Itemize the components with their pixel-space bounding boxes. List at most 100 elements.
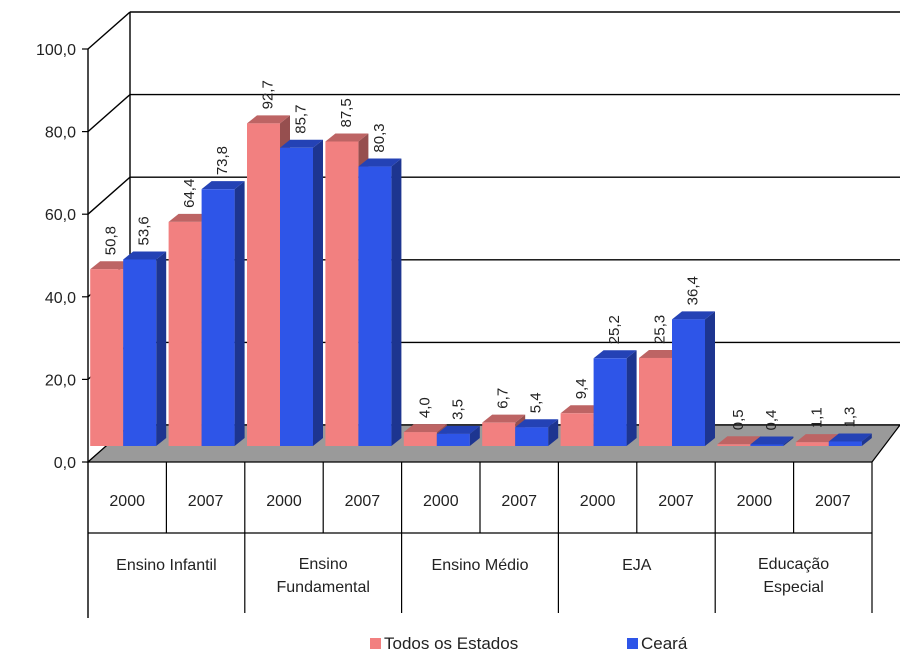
- bar-top: [672, 311, 715, 320]
- bar-side: [313, 139, 323, 446]
- group-label: Educação: [758, 556, 829, 573]
- bar-side: [626, 350, 637, 446]
- bar-side: [469, 425, 480, 446]
- gridline-side: [87, 176, 131, 215]
- bar-front: [325, 141, 359, 446]
- bar-front: [750, 444, 784, 446]
- value-label: 73,8: [214, 146, 231, 175]
- bar-front: [672, 319, 705, 446]
- bar-front: [280, 147, 313, 446]
- value-label: 25,2: [606, 315, 623, 344]
- bar-top: [515, 419, 559, 428]
- y-tick-label: 100,0: [36, 42, 76, 59]
- bar-top: [123, 251, 167, 260]
- bar-top: [593, 350, 637, 359]
- value-label: 1,3: [841, 407, 858, 428]
- value-label: 0,4: [763, 410, 780, 431]
- group-label: Ensino: [299, 556, 348, 573]
- bar-front: [90, 269, 124, 446]
- gridline-side: [87, 94, 131, 133]
- bar-front: [482, 422, 516, 446]
- y-tick-label: 0,0: [54, 455, 76, 472]
- value-label: 9,4: [573, 378, 590, 399]
- year-label: 2007: [815, 493, 851, 510]
- bar-top: [403, 424, 447, 433]
- y-tick-label: 20,0: [45, 372, 76, 389]
- bar-front: [560, 413, 594, 446]
- legend: Todos os Estados Ceará: [370, 634, 688, 653]
- bar: [828, 433, 872, 446]
- bar: [672, 311, 715, 446]
- value-label: 0,5: [730, 409, 747, 430]
- bar-top: [482, 414, 526, 423]
- bar-front: [436, 433, 470, 446]
- back-wall: [130, 12, 900, 425]
- y-tick-label: 60,0: [45, 207, 76, 224]
- legend-swatch: [627, 638, 638, 649]
- y-axis: 0,0 20,0 40,0 60,0 80,0 100,0: [36, 42, 89, 618]
- bar: [358, 158, 402, 446]
- bar-top: [201, 181, 245, 190]
- legend-label: Todos os Estados: [384, 634, 518, 653]
- year-label: 2007: [188, 493, 224, 510]
- group-label: EJA: [622, 557, 652, 574]
- bar-front: [358, 166, 392, 446]
- bar-front: [201, 189, 235, 446]
- value-labels: 50,8 53,6 64,4 73,8 92,7 85,7 87,5 80,3 4,0 3,5 6,…: [103, 80, 859, 430]
- bar-front: [593, 358, 627, 446]
- value-label: 1,1: [808, 407, 825, 428]
- year-label: 2007: [501, 493, 537, 510]
- value-label: 4,0: [416, 397, 433, 418]
- value-label: 92,7: [260, 80, 277, 109]
- y-tick-label: 40,0: [45, 290, 76, 307]
- value-label: 5,4: [528, 392, 545, 413]
- bar-front: [247, 123, 280, 447]
- value-label: 80,3: [371, 123, 388, 152]
- value-label: 6,7: [495, 388, 512, 409]
- bar-top: [560, 405, 604, 414]
- bar-top: [436, 425, 480, 434]
- bar-top: [325, 133, 369, 142]
- bar-side: [705, 311, 715, 446]
- category-axis-table: 2000 2007 2000 2007 2000 2007 2000 2007 2000 2007…: [88, 462, 873, 613]
- bar: [123, 251, 167, 446]
- bar: [593, 350, 637, 446]
- year-label: 2000: [737, 493, 773, 510]
- bar-top: [639, 349, 682, 358]
- bar-side: [548, 419, 559, 446]
- value-label: 85,7: [293, 105, 310, 134]
- bar-side: [391, 158, 402, 446]
- gridline-side: [87, 11, 131, 50]
- bar-top: [247, 115, 290, 124]
- bars: [90, 115, 872, 447]
- bar-front: [717, 444, 751, 446]
- bar-top: [717, 436, 761, 445]
- bar: [436, 425, 480, 446]
- bar-side: [156, 251, 167, 446]
- bar: [201, 181, 245, 446]
- legend-swatch: [370, 638, 381, 649]
- year-label: 2007: [345, 493, 381, 510]
- value-label: 53,6: [136, 216, 153, 245]
- legend-label: Ceará: [641, 634, 688, 653]
- bar: [515, 419, 559, 446]
- value-label: 50,8: [103, 226, 120, 255]
- bar-front: [168, 221, 202, 446]
- bar-front: [639, 357, 672, 446]
- year-label: 2000: [109, 493, 145, 510]
- y-tick-label: 80,0: [45, 125, 76, 142]
- year-label: 2007: [658, 493, 694, 510]
- group-label: Ensino Infantil: [116, 557, 217, 574]
- bar-top: [358, 158, 402, 167]
- bar-front: [123, 259, 157, 446]
- bar-top: [828, 433, 872, 442]
- bar-front: [828, 441, 862, 446]
- bar-front: [515, 427, 549, 446]
- bar-side: [783, 436, 794, 446]
- bar-side: [234, 181, 245, 446]
- value-label: 64,4: [181, 179, 198, 208]
- value-label: 3,5: [449, 399, 466, 420]
- bar-front: [403, 432, 437, 446]
- bar-top: [280, 139, 323, 148]
